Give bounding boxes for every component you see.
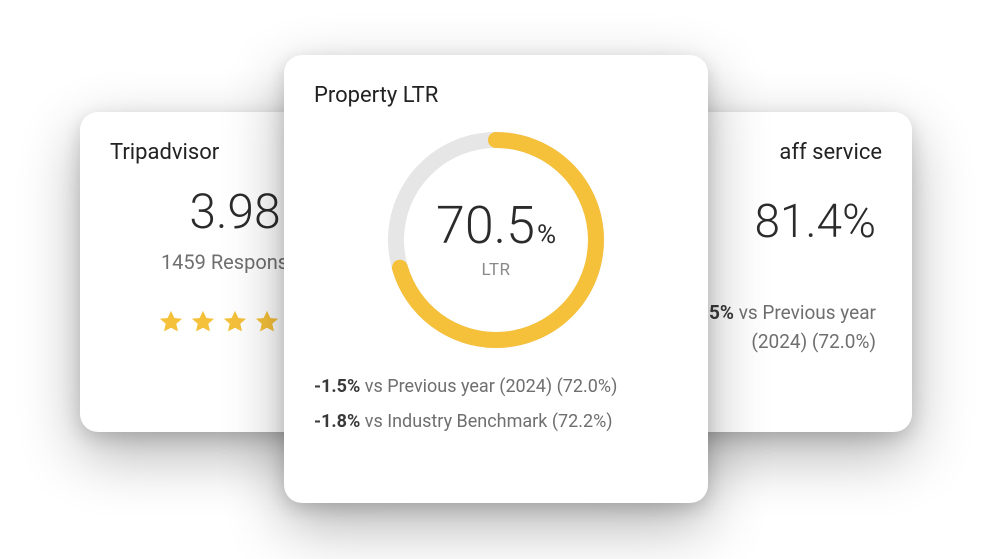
star-icon	[221, 308, 249, 336]
ltr-donut-chart: 70.5% LTR	[382, 126, 610, 354]
comparison-row: -1.5% vs Previous year (2024) (72.0%)	[314, 376, 678, 397]
donut-value-number: 70.5	[436, 195, 535, 256]
donut-container: 70.5% LTR	[314, 126, 678, 354]
card-title: Property LTR	[314, 83, 678, 108]
comparison-row: -1.8% vs Industry Benchmark (72.2%)	[314, 411, 678, 432]
delta-fragment: 5%	[709, 301, 734, 324]
donut-label: LTR	[482, 260, 511, 280]
delta-text-2: (2024) (72.0%)	[751, 330, 876, 353]
delta-text-1: vs Previous year	[734, 301, 876, 324]
star-icon	[253, 308, 281, 336]
star-icon	[189, 308, 217, 336]
star-icon	[157, 308, 185, 336]
donut-value: 70.5%	[436, 200, 556, 252]
delta-text: vs Industry Benchmark (72.2%)	[360, 411, 612, 432]
delta-value: -1.8%	[314, 411, 360, 432]
delta-value: -1.5%	[314, 376, 360, 397]
delta-text: vs Previous year (2024) (72.0%)	[360, 376, 617, 397]
property-ltr-card: Property LTR 70.5% LTR -1.5% vs Previous…	[284, 55, 708, 503]
donut-percent-symbol: %	[537, 220, 556, 250]
